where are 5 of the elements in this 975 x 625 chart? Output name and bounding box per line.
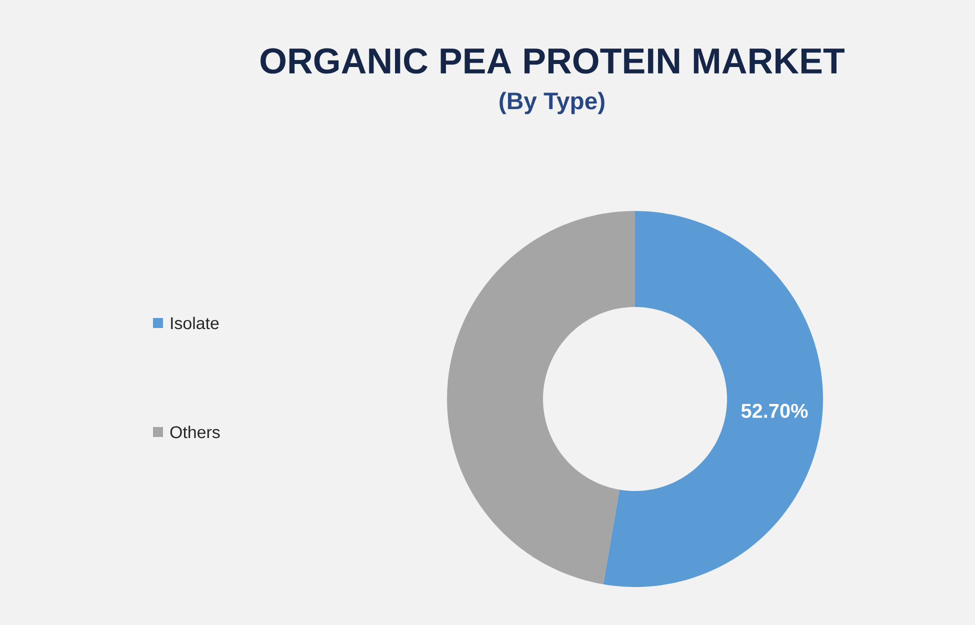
chart-subtitle: (By Type) — [500, 92, 604, 114]
data-label: 52.70% — [741, 404, 808, 418]
legend-label: Isolate — [171, 316, 219, 330]
chart-title: ORGANIC PEA PROTEIN MARKET — [260, 48, 844, 74]
legend-label: Others — [170, 426, 220, 438]
